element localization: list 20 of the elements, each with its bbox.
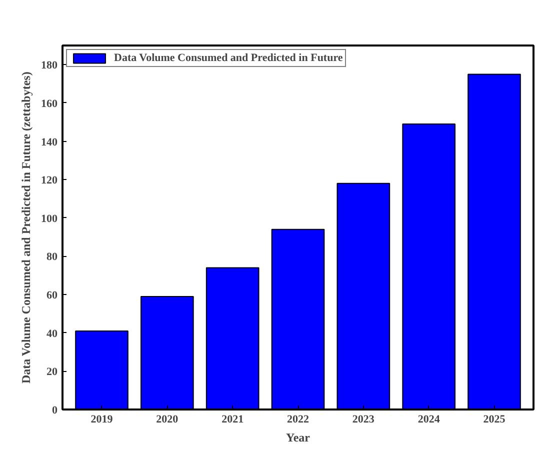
y-tick-label: 80 bbox=[46, 251, 58, 264]
y-tick-label: 40 bbox=[46, 328, 58, 340]
legend-label: Data Volume Consumed and Predicted in Future bbox=[114, 52, 343, 64]
x-tick-label: 2019 bbox=[90, 414, 114, 426]
x-tick-label: 2025 bbox=[483, 414, 506, 426]
y-tick-label: 120 bbox=[41, 174, 58, 187]
y-tick-label: 140 bbox=[41, 136, 58, 148]
y-tick-label: 100 bbox=[41, 212, 58, 225]
x-tick-label: 2020 bbox=[156, 414, 179, 426]
y-tick-label: 180 bbox=[41, 60, 58, 72]
x-tick-label: 2022 bbox=[287, 414, 310, 426]
y-tick-label: 0 bbox=[52, 404, 58, 416]
y-tick-label: 160 bbox=[41, 98, 58, 110]
y-axis-title: Data Volume Consumed and Predicted in Future (zettabytes) bbox=[19, 72, 33, 384]
y-tick-label: 60 bbox=[46, 290, 58, 302]
x-axis-title: Year bbox=[286, 430, 311, 444]
x-tick-label: 2024 bbox=[418, 414, 440, 426]
x-tick-label: 2023 bbox=[352, 414, 375, 426]
x-tick-label: 2021 bbox=[222, 414, 244, 426]
y-tick-label: 20 bbox=[46, 366, 58, 378]
